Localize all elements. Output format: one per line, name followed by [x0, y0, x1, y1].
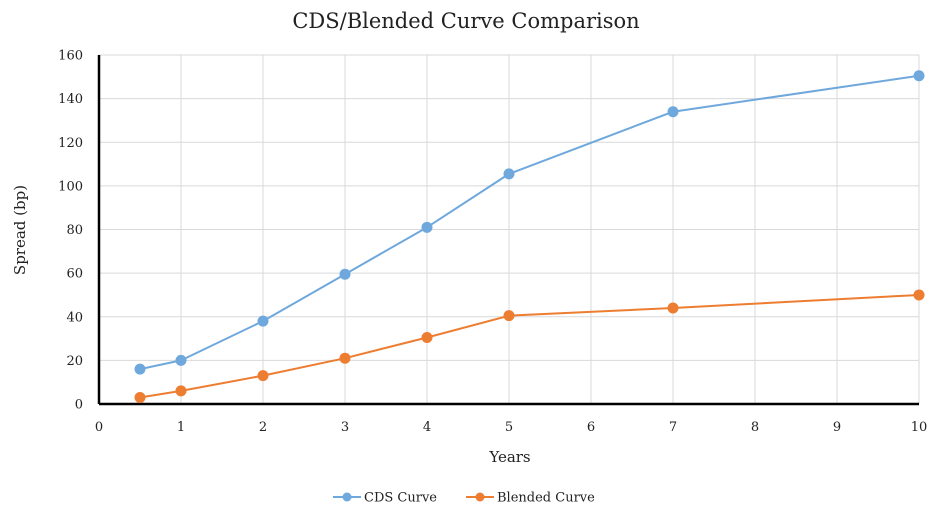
axis-layer: 0 20 40 60 80 100 120 140 160 0 1 2 3 4 5 6 7 8 9 10 [58, 49, 927, 436]
cds-curve-point [339, 268, 351, 280]
x-tick-label: 4 [423, 420, 431, 435]
x-tick-label: 8 [751, 420, 759, 435]
blended-curve-point [257, 370, 269, 382]
legend-swatch-marker [342, 492, 352, 502]
y-tick-label: 160 [58, 49, 83, 64]
legend-label: CDS Curve [364, 491, 437, 506]
cds-curve-point [175, 354, 187, 366]
legend-item-cds-curve: CDS Curve [333, 491, 437, 506]
chart-title: CDS/Blended Curve Comparison [292, 9, 639, 33]
x-tick-label: 9 [833, 420, 841, 435]
y-axis-title: Spread (bp) [11, 185, 29, 275]
y-tick-label: 60 [66, 267, 83, 282]
y-tick-label: 40 [66, 310, 83, 325]
x-tick-label: 6 [587, 420, 595, 435]
y-tick-label: 120 [58, 136, 83, 151]
legend-item-blended-curve: Blended Curve [466, 491, 595, 506]
x-tick-label: 10 [911, 420, 928, 435]
y-tick-label: 20 [66, 354, 83, 369]
legend: CDS Curve Blended Curve [333, 491, 595, 506]
y-tick-label: 80 [66, 223, 83, 238]
cds-curve-line [139, 74, 920, 371]
grid-layer [99, 54, 920, 404]
y-tick-label: 100 [58, 179, 83, 194]
cds-curve-point [257, 315, 269, 327]
blended-curve-point [421, 331, 433, 343]
cds-curve-point [421, 221, 433, 233]
y-tick-label: 0 [75, 398, 83, 413]
x-tick-label: 7 [669, 420, 677, 435]
series-layer [134, 70, 925, 403]
legend-label: Blended Curve [497, 491, 595, 506]
x-tick-label: 0 [95, 420, 103, 435]
blended-curve-point [175, 385, 187, 397]
x-tick-label: 1 [177, 420, 185, 435]
blended-curve-point [503, 310, 515, 322]
x-tick-label: 3 [341, 420, 349, 435]
blended-curve-point [667, 302, 679, 314]
cds-curve-point [134, 363, 146, 375]
legend-swatch-marker [475, 492, 485, 502]
blended-curve-point [134, 391, 146, 403]
blended-curve-line [139, 293, 920, 399]
x-tick-label: 2 [259, 420, 267, 435]
x-axis-title: Years [488, 448, 530, 466]
cds-curve-point [913, 70, 925, 82]
cds-curve-point [503, 168, 515, 180]
x-tick-label: 5 [505, 420, 513, 435]
blended-curve-point [339, 352, 351, 364]
blended-curve-point [913, 289, 925, 301]
cds-curve-point [667, 106, 679, 118]
y-tick-label: 140 [58, 92, 83, 107]
